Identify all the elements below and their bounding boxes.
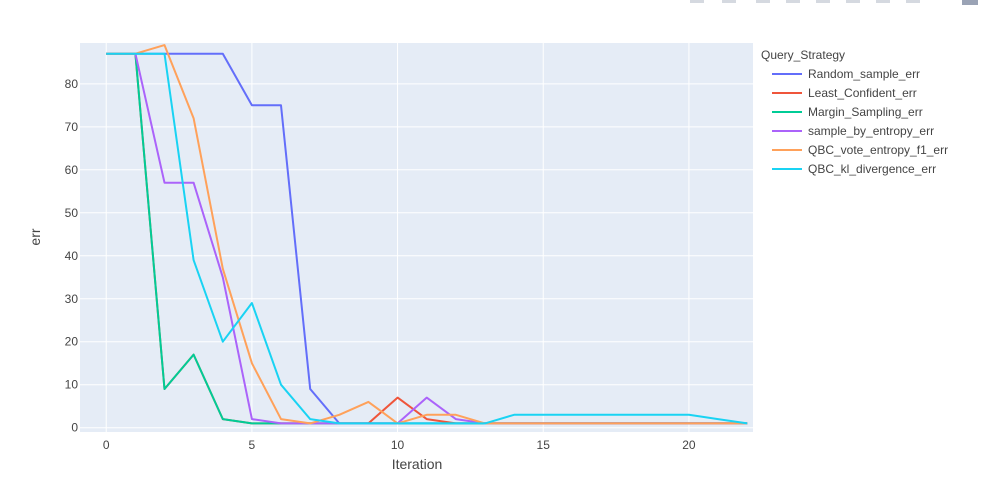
y-tick-label: 60 [65, 163, 79, 177]
y-axis-title: err [27, 228, 43, 245]
x-tick-label: 0 [103, 438, 110, 452]
legend-item-qbc-kl-divergence-err[interactable]: QBC_kl_divergence_err [772, 162, 936, 176]
modebar-select-icon[interactable] [786, 0, 800, 3]
y-tick-label: 50 [65, 206, 79, 220]
legend-item-margin-sampling-err[interactable]: Margin_Sampling_err [772, 105, 923, 119]
x-tick-label: 5 [249, 438, 256, 452]
series-lines [106, 44, 748, 425]
modebar-zoom-icon[interactable] [722, 0, 736, 3]
modebar-autoscale-icon[interactable] [876, 0, 890, 3]
modebar-reset-icon[interactable] [906, 0, 920, 3]
x-axis-ticks: 0 5 10 15 20 [103, 438, 696, 452]
gridlines [80, 43, 753, 432]
x-tick-label: 15 [537, 438, 551, 452]
legend-label: Margin_Sampling_err [808, 105, 923, 119]
modebar-zoomin-icon[interactable] [816, 0, 830, 3]
legend-item-qbc-vote-entropy-f1-err[interactable]: QBC_vote_entropy_f1_err [772, 143, 948, 157]
y-tick-label: 30 [65, 292, 79, 306]
legend-label: sample_by_entropy_err [808, 124, 934, 138]
x-axis-title: Iteration [392, 456, 443, 472]
plot-background [80, 43, 753, 432]
modebar-camera-icon[interactable] [690, 0, 704, 3]
y-axis-ticks: 0 10 20 30 40 50 60 70 80 [65, 77, 79, 435]
legend-label: Random_sample_err [808, 67, 920, 81]
modebar-plotly-logo-icon[interactable] [962, 0, 978, 5]
legend-title: Query_Strategy [761, 48, 845, 62]
legend-label: QBC_kl_divergence_err [808, 162, 936, 176]
legend-item-random-sample-err[interactable]: Random_sample_err [772, 67, 920, 81]
legend-item-least-confident-err[interactable]: Least_Confident_err [772, 86, 917, 100]
modebar-pan-icon[interactable] [756, 0, 770, 3]
legend-label: QBC_vote_entropy_f1_err [808, 143, 948, 157]
y-tick-label: 40 [65, 249, 79, 263]
x-tick-label: 10 [391, 438, 405, 452]
y-tick-label: 20 [65, 335, 79, 349]
series-line-qbc-kl-divergence-err [106, 52, 748, 425]
x-tick-label: 20 [682, 438, 696, 452]
legend-label: Least_Confident_err [808, 86, 917, 100]
modebar[interactable] [690, 0, 978, 5]
series-line-qbc-vote-entropy-f1-err [106, 44, 748, 425]
y-tick-label: 80 [65, 77, 79, 91]
y-tick-label: 10 [65, 378, 79, 392]
modebar-zoomout-icon[interactable] [846, 0, 860, 3]
legend-item-sample-by-entropy-err[interactable]: sample_by_entropy_err [772, 124, 934, 138]
y-tick-label: 0 [71, 421, 78, 435]
legend: Query_Strategy Random_sample_err Least_Co… [761, 48, 948, 176]
y-tick-label: 70 [65, 120, 79, 134]
